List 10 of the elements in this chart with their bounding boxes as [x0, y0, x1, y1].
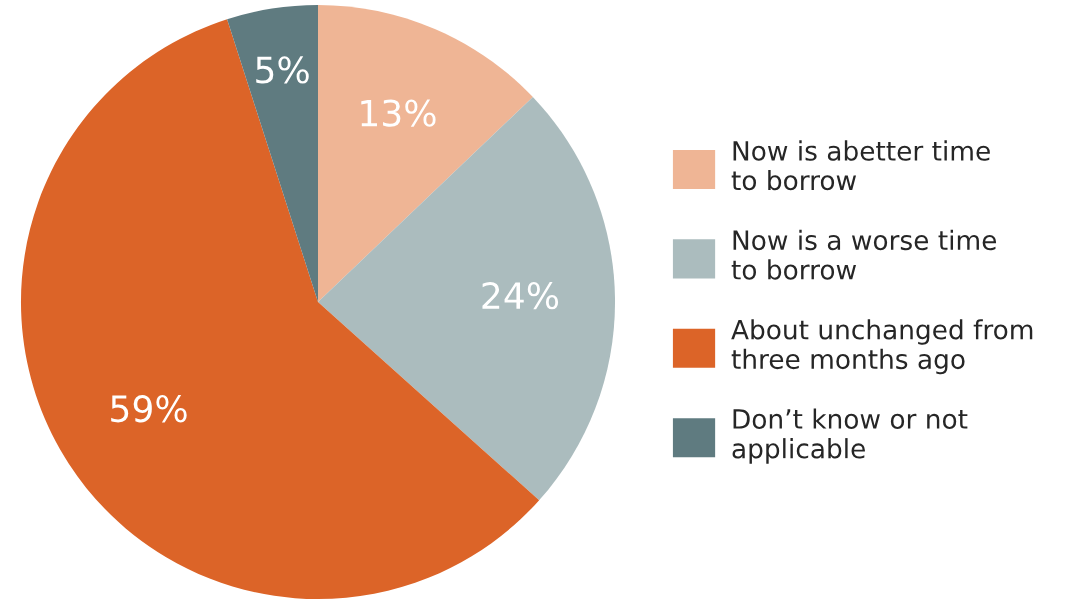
legend-label: Don’t know or not applicable — [732, 408, 968, 464]
data-label: 5% — [256, 56, 309, 84]
data-label: 24% — [482, 282, 559, 310]
data-label: 59% — [111, 395, 187, 423]
pie-slice — [227, 4, 318, 302]
pie-slice — [318, 96, 615, 501]
legend-label: Now is a worse time to borrow — [731, 229, 997, 280]
data-label: 13% — [361, 99, 436, 127]
legend-label: Now is abetter time to borrow — [731, 140, 990, 191]
legend-label: About unchanged from three months ago — [731, 319, 1033, 375]
